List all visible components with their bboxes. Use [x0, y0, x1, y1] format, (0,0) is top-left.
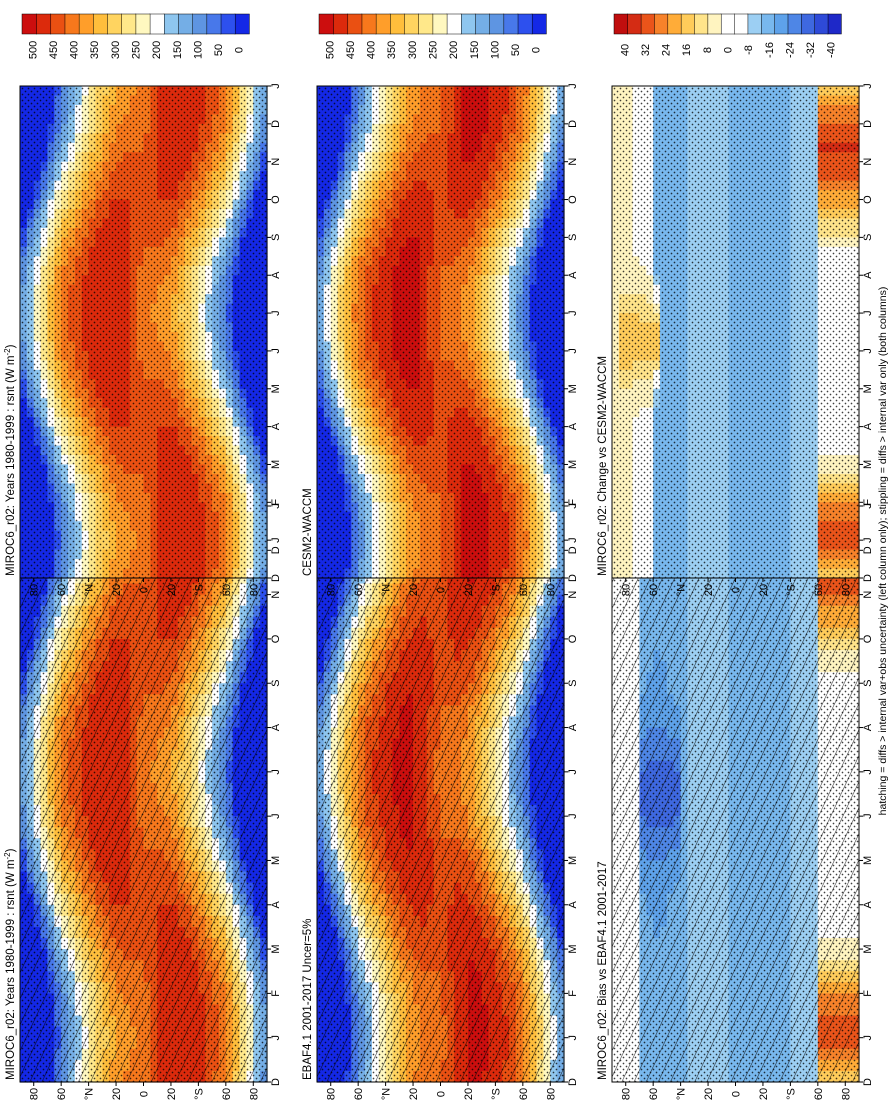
colorbar-label: 500 — [27, 41, 39, 59]
lat-tick-label: 20 — [166, 584, 178, 596]
month-label: J — [270, 813, 282, 819]
panel-title-sup: -2 — [3, 852, 12, 860]
month-label: N — [270, 158, 282, 166]
lat-tick-label: 0 — [139, 587, 151, 593]
month-label: N — [270, 591, 282, 599]
month-label: O — [270, 634, 282, 643]
month-label: F — [270, 499, 282, 506]
stippling-overlay — [20, 86, 267, 578]
month-label: F — [270, 990, 282, 997]
month-label: J — [270, 1035, 282, 1041]
lat-tick-label: 20 — [166, 1088, 178, 1100]
lat-tick-label: 80 — [29, 1088, 41, 1100]
lat-tick-label: 20 — [111, 584, 123, 596]
month-label: J — [270, 769, 282, 775]
lat-tick-label: 20 — [111, 1088, 123, 1100]
colorbar-label: 50 — [213, 44, 225, 56]
colorbar-swatch — [149, 13, 165, 35]
colorbar-swatch — [163, 13, 179, 35]
colorbar-label: 150 — [172, 41, 184, 59]
colorbar-swatch — [21, 13, 37, 35]
month-label: M — [270, 460, 282, 469]
month-label: S — [270, 680, 282, 687]
colorbar-label: 250 — [131, 41, 143, 59]
month-label: D — [270, 1078, 282, 1086]
colorbar-swatch — [192, 13, 208, 35]
panel-title-main: MIROC6_r02: Years 1980-1999 : rsnt (W m — [5, 355, 17, 576]
month-label: J — [270, 348, 282, 354]
colorbar-swatch — [106, 13, 122, 35]
colorbar-swatch — [78, 13, 94, 35]
panel-title-main: MIROC6_r02: Years 1980-1999 : rsnt (W m — [5, 859, 17, 1080]
month-label: M — [270, 856, 282, 865]
colorbar-swatch — [135, 13, 151, 35]
panel-title-end: ) — [5, 848, 17, 852]
panel-grid: 80 60 °N 20 0 20 °S 60 80DJFMAMJJASONDJMIROC6_r0… — [3, 13, 874, 1100]
panel-top-right: 80 60 °N 20 0 20 °S 60 80DJFMAMJJASONDJMIROC6_r0… — [3, 13, 282, 596]
month-label: J — [270, 537, 282, 543]
month-label: S — [270, 234, 282, 241]
colorbar-swatch — [50, 13, 66, 35]
month-label: D — [270, 574, 282, 582]
colorbar-swatch — [220, 13, 236, 35]
colorbar-swatch — [234, 13, 250, 35]
colorbar-label: 100 — [192, 41, 204, 59]
colorbar-label: 400 — [69, 41, 81, 59]
lat-tick-label: °N — [84, 1088, 96, 1100]
colorbar-swatch — [121, 13, 137, 35]
month-label: D — [270, 546, 282, 554]
hatching-overlay — [20, 506, 267, 1082]
month-label: O — [270, 195, 282, 204]
colorbar-label: 300 — [110, 41, 122, 59]
month-label: M — [270, 384, 282, 393]
lat-tick-label: 60 — [56, 1088, 68, 1100]
month-label: A — [270, 723, 282, 731]
month-label: J — [270, 310, 282, 316]
panel-title-sup: -2 — [3, 348, 12, 356]
lat-tick-label: °N — [84, 584, 96, 596]
lat-tick-label: 60 — [221, 1088, 233, 1100]
month-label: A — [270, 900, 282, 908]
colorbar-label: 450 — [48, 41, 60, 59]
lat-tick-label: 80 — [29, 584, 41, 596]
month-label: A — [270, 271, 282, 279]
colorbar-swatch — [177, 13, 193, 35]
month-label: D — [270, 120, 282, 128]
panel-title: MIROC6_r02: Years 1980-1999 : rsnt (W m-… — [3, 848, 17, 1080]
colorbar-label: 350 — [89, 41, 101, 59]
panel-title-end: ) — [5, 344, 17, 348]
panel-top-left: 80 60 °N 20 0 20 °S 60 80DJFMAMJJASONDJMIROC6_r0… — [3, 433, 282, 1100]
colorbar-swatch — [35, 13, 52, 35]
colorbar-swatch — [206, 13, 222, 35]
lat-tick-label: 80 — [248, 584, 260, 596]
lat-tick-label: 80 — [248, 1088, 260, 1100]
lat-tick-label: °S — [193, 584, 205, 596]
lat-tick-label: 60 — [221, 584, 233, 596]
month-label: J — [270, 83, 282, 89]
colorbar-swatch — [92, 13, 108, 35]
month-label: J — [270, 503, 282, 509]
month-label: M — [270, 944, 282, 953]
lat-tick-label: °S — [193, 1088, 205, 1100]
lat-tick-label: 0 — [139, 1091, 151, 1097]
lat-tick-label: 60 — [56, 584, 68, 596]
colorbar-label: 200 — [151, 41, 163, 59]
colorbar-swatch — [64, 13, 80, 35]
colorbar-label: 0 — [234, 47, 246, 53]
panel-title: MIROC6_r02: Years 1980-1999 : rsnt (W m-… — [3, 344, 17, 576]
month-label: A — [270, 422, 282, 430]
